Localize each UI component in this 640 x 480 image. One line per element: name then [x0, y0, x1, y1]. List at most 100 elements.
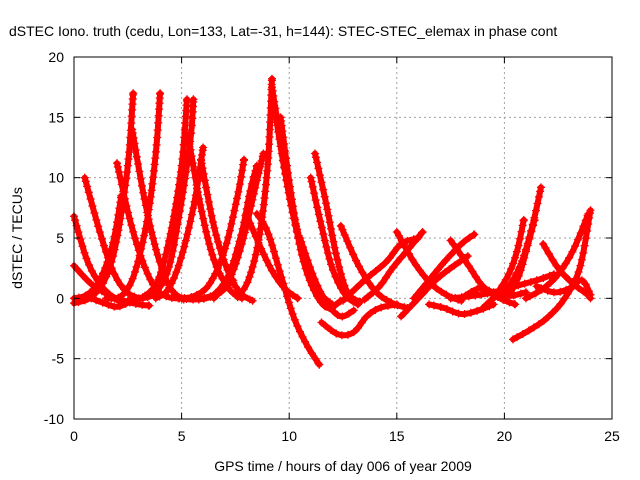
data-point: [316, 287, 325, 296]
data-point: [188, 158, 197, 167]
data-point: [217, 286, 226, 295]
data-point: [114, 210, 123, 219]
data-point: [576, 229, 585, 238]
data-point: [127, 119, 136, 128]
data-point: [209, 255, 218, 264]
data-point: [293, 228, 302, 237]
data-point: [343, 237, 352, 246]
data-point: [103, 257, 112, 266]
data-point: [240, 155, 249, 164]
data-point: [394, 231, 403, 240]
data-point: [208, 274, 217, 283]
data-point: [183, 230, 192, 239]
data-point: [114, 293, 123, 302]
data-point: [315, 360, 324, 369]
data-point: [287, 195, 296, 204]
data-point: [202, 284, 211, 293]
data-point: [150, 240, 159, 249]
data-series: [360, 227, 427, 304]
data-point: [262, 256, 271, 265]
data-point: [187, 121, 196, 130]
data-point: [523, 241, 532, 250]
data-point: [156, 89, 165, 98]
data-point: [322, 242, 331, 251]
data-point: [85, 288, 94, 297]
data-point: [197, 159, 206, 168]
data-point: [273, 260, 282, 269]
data-point: [181, 174, 190, 183]
data-point: [573, 278, 582, 287]
data-point: [389, 262, 398, 271]
data-point: [351, 284, 360, 293]
data-point: [101, 263, 110, 272]
y-axis-label: dSTEC / TECUs: [9, 187, 25, 289]
data-point: [221, 244, 230, 253]
data-point: [115, 204, 124, 213]
data-point: [199, 169, 208, 178]
data-point: [125, 148, 134, 157]
data-point: [268, 241, 277, 250]
x-tick-label: 25: [604, 428, 620, 444]
data-point: [270, 104, 279, 113]
data-point: [551, 274, 560, 283]
data-series: [478, 215, 528, 312]
data-point: [92, 296, 101, 305]
data-point: [326, 260, 335, 269]
data-point: [164, 236, 173, 245]
data-point: [147, 228, 156, 237]
data-point: [128, 129, 137, 138]
data-point: [313, 158, 322, 167]
data-point: [113, 276, 122, 285]
data-point: [81, 177, 90, 186]
data-point: [299, 243, 308, 252]
data-point: [548, 255, 557, 264]
x-tick-label: 0: [70, 428, 78, 444]
data-point: [186, 217, 195, 226]
data-point: [415, 266, 424, 275]
data-point: [408, 255, 417, 264]
data-point: [514, 272, 523, 281]
data-point: [248, 225, 257, 234]
data-point: [264, 147, 273, 156]
data-point: [316, 217, 325, 226]
data-point: [377, 303, 386, 312]
data-point: [465, 233, 474, 242]
data-point: [378, 278, 387, 287]
data-point: [140, 194, 149, 203]
data-point: [235, 180, 244, 189]
y-tick-label: 5: [56, 230, 64, 246]
data-point: [89, 284, 98, 293]
data-point: [544, 312, 553, 321]
data-point: [242, 209, 251, 218]
data-point: [338, 276, 347, 285]
data-point: [445, 265, 454, 274]
data-point: [371, 305, 380, 314]
data-point: [259, 200, 268, 209]
data-point: [323, 205, 332, 214]
data-point: [293, 322, 302, 331]
data-point: [277, 121, 286, 130]
data-point: [352, 256, 361, 265]
data-point: [196, 155, 205, 164]
data-point: [286, 188, 295, 197]
data-point: [411, 260, 420, 269]
data-point: [518, 221, 527, 230]
data-point: [357, 318, 366, 327]
data-point: [320, 236, 329, 245]
data-point: [573, 235, 582, 244]
data-point: [110, 232, 119, 241]
data-point: [511, 300, 520, 309]
data-point: [387, 298, 396, 307]
data-point: [425, 300, 434, 309]
data-point: [193, 188, 202, 197]
data-point: [172, 268, 181, 277]
data-point: [167, 279, 176, 288]
data-point: [251, 250, 260, 259]
data-point: [525, 234, 534, 243]
data-point: [212, 291, 221, 300]
data-point: [325, 301, 334, 310]
data-series: [392, 227, 466, 305]
data-point: [464, 261, 473, 270]
data-point: [228, 288, 237, 297]
